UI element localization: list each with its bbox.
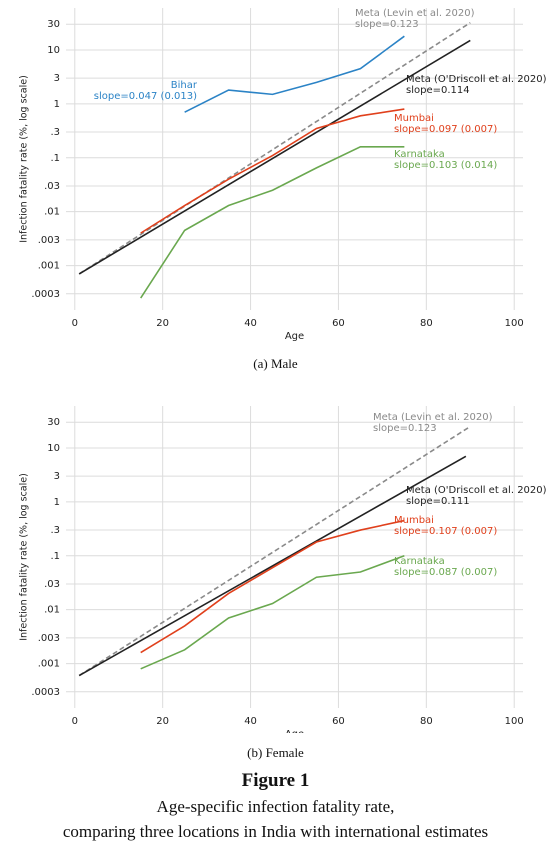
x-tick-label: 60 (332, 318, 345, 329)
x-tick-label: 40 (244, 318, 257, 329)
y-tick-label: .001 (38, 659, 60, 670)
slope-label: slope=0.047 (0.013) (94, 91, 197, 102)
y-tick-label: 1 (54, 497, 60, 508)
y-tick-label: .3 (50, 525, 60, 536)
subcaption: (a) Male (253, 356, 298, 371)
y-tick-label: .003 (38, 633, 60, 644)
series-label: Mumbai (394, 113, 434, 124)
series-label: Bihar (171, 80, 198, 91)
series-line (140, 108, 405, 234)
y-tick-label: .1 (50, 551, 60, 562)
series-line (140, 519, 405, 654)
series-line (140, 555, 405, 670)
y-tick-label: 30 (47, 417, 60, 428)
x-tick-label: 20 (156, 318, 169, 329)
y-tick-label: .01 (44, 207, 60, 218)
series-label: Mumbai (394, 515, 434, 526)
series-line (78, 425, 471, 677)
series-line (78, 39, 471, 275)
y-tick-label: 10 (47, 45, 60, 56)
y-axis-label: Infection fatality rate (%, log scale) (19, 473, 30, 641)
slope-label: slope=0.123 (355, 19, 419, 30)
chart-female: 30 10 3 1 .3 .1 .03 .01 .003 .001 .0003 0 20 40 60 80 10… (19, 406, 547, 733)
slope-label: slope=0.107 (0.007) (394, 526, 497, 537)
x-tick-label: 100 (505, 716, 524, 727)
series-line (140, 145, 405, 299)
y-tick-label: 3 (54, 73, 60, 84)
y-tick-label: .03 (44, 181, 60, 192)
figure-label: Figure 1 (241, 770, 310, 791)
slope-label: slope=0.123 (373, 423, 437, 434)
y-tick-label: .3 (50, 127, 60, 138)
series-label: Meta (Levin et al. 2020) (373, 412, 493, 423)
x-tick-label: 60 (332, 716, 345, 727)
chart-male: 30 10 3 1 .3 .1 .03 .01 .003 .001 .0003 0 20 40 60 80 10… (19, 8, 547, 342)
series-label: Karnataka (394, 556, 445, 567)
slope-label: slope=0.114 (406, 85, 470, 96)
series-line (184, 35, 405, 113)
x-tick-label: 40 (244, 716, 257, 727)
series-label: Meta (O'Driscoll et al. 2020) (406, 74, 547, 85)
y-tick-label: .1 (50, 153, 60, 164)
slope-label: slope=0.097 (0.007) (394, 124, 497, 135)
slope-label: slope=0.111 (406, 496, 470, 507)
x-axis-label: Age (285, 331, 304, 342)
y-tick-label: 3 (54, 471, 60, 482)
x-axis-label: Age (285, 729, 304, 733)
y-tick-label: .0003 (31, 289, 60, 300)
series-line (78, 455, 467, 677)
x-tick-label: 20 (156, 716, 169, 727)
x-tick-label: 100 (505, 318, 524, 329)
y-tick-label: 10 (47, 443, 60, 454)
slope-label: slope=0.087 (0.007) (394, 567, 497, 578)
x-tick-label: 80 (420, 318, 433, 329)
y-tick-label: .0003 (31, 687, 60, 698)
figure-caption: comparing three locations in India with … (62, 822, 489, 841)
x-tick-label: 0 (72, 318, 78, 329)
y-tick-label: .001 (38, 261, 60, 272)
y-tick-label: .03 (44, 579, 60, 590)
series-label: Meta (Levin et al. 2020) (355, 8, 475, 19)
series-line (78, 22, 471, 275)
y-tick-label: .003 (38, 235, 60, 246)
series-label: Meta (O'Driscoll et al. 2020) (406, 485, 547, 496)
y-tick-label: 30 (47, 19, 60, 30)
subcaption: (b) Female (247, 745, 304, 760)
figure-caption: Age-specific infection fatality rate, (156, 797, 395, 816)
series-label: Karnataka (394, 149, 445, 160)
x-tick-label: 0 (72, 716, 78, 727)
y-axis-label: Infection fatality rate (%, log scale) (19, 75, 30, 243)
y-tick-label: 1 (54, 99, 60, 110)
x-tick-label: 80 (420, 716, 433, 727)
slope-label: slope=0.103 (0.014) (394, 160, 497, 171)
y-tick-label: .01 (44, 605, 60, 616)
